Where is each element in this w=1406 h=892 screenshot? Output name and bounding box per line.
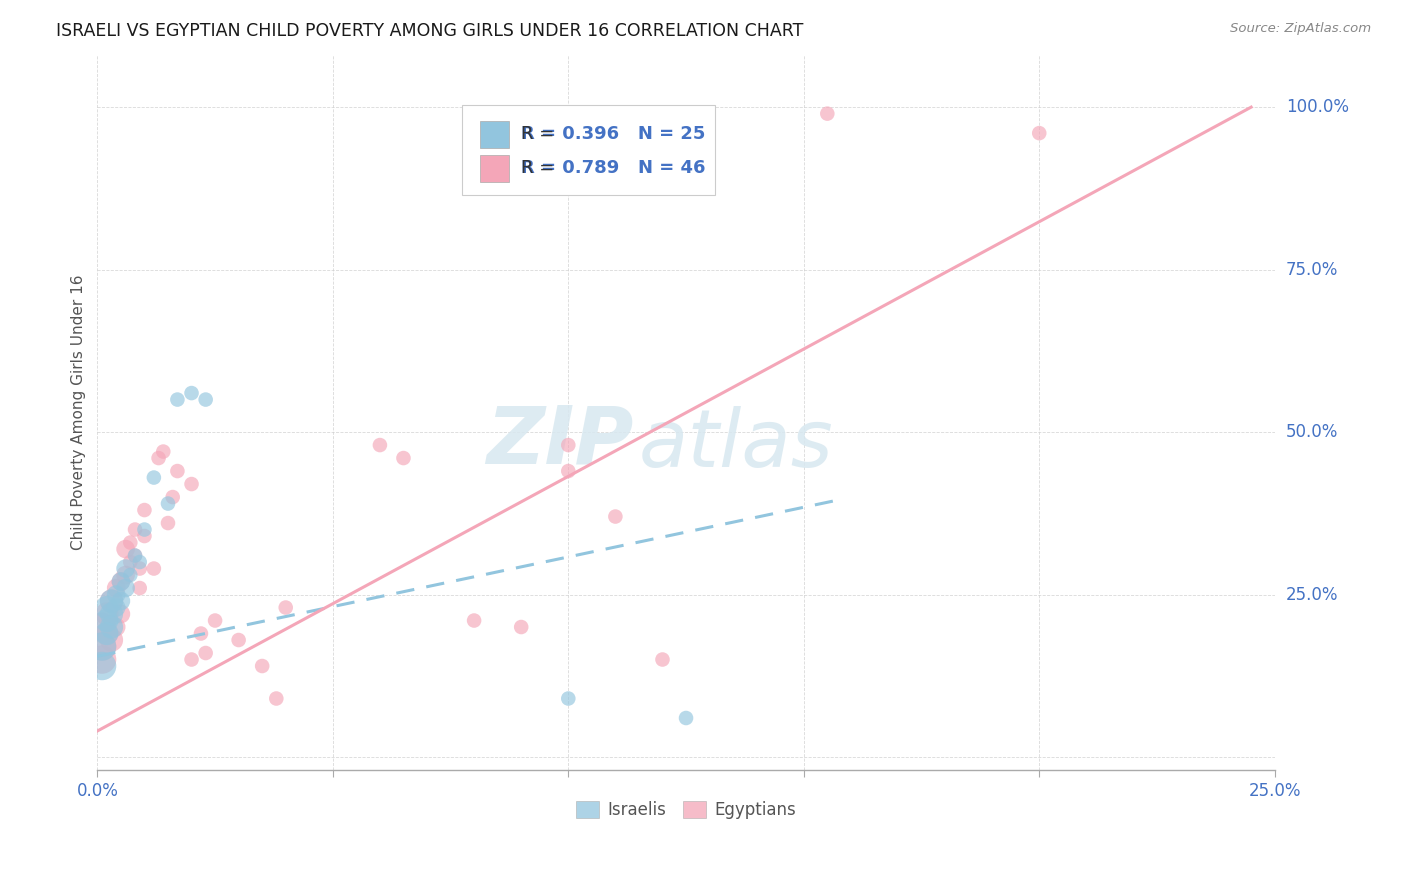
Text: R = 0.789   N = 46: R = 0.789 N = 46 xyxy=(522,159,706,178)
Point xyxy=(180,477,202,491)
Point xyxy=(96,626,118,640)
Text: 100.0%: 100.0% xyxy=(1286,98,1348,116)
Point xyxy=(105,588,128,602)
Point xyxy=(152,444,174,458)
Point xyxy=(142,470,165,484)
Text: 25.0%: 25.0% xyxy=(1286,585,1339,604)
Point xyxy=(274,600,297,615)
Point xyxy=(110,607,132,621)
Text: R = 0.396   N = 25: R = 0.396 N = 25 xyxy=(522,126,706,144)
Point xyxy=(105,600,128,615)
Point xyxy=(675,711,697,725)
Point xyxy=(392,451,415,466)
Point xyxy=(96,614,118,628)
Text: ISRAELI VS EGYPTIAN CHILD POVERTY AMONG GIRLS UNDER 16 CORRELATION CHART: ISRAELI VS EGYPTIAN CHILD POVERTY AMONG … xyxy=(56,22,804,40)
Point xyxy=(156,516,179,530)
Bar xyxy=(479,121,509,148)
Point xyxy=(134,529,156,543)
Point xyxy=(110,574,132,589)
Point xyxy=(96,607,118,621)
Text: 75.0%: 75.0% xyxy=(1286,260,1339,278)
Point xyxy=(114,568,136,582)
Point xyxy=(100,594,122,608)
Point xyxy=(134,503,156,517)
Y-axis label: Child Poverty Among Girls Under 16: Child Poverty Among Girls Under 16 xyxy=(72,275,86,550)
Point xyxy=(91,659,114,673)
Point xyxy=(368,438,391,452)
Point xyxy=(228,633,250,648)
Point xyxy=(162,490,184,504)
Point xyxy=(114,542,136,557)
Text: atlas: atlas xyxy=(638,406,834,483)
Text: 50.0%: 50.0% xyxy=(1286,423,1339,441)
Point xyxy=(510,620,533,634)
Point xyxy=(194,646,217,660)
Point xyxy=(91,640,114,654)
Point xyxy=(166,464,188,478)
Point xyxy=(557,691,579,706)
Point xyxy=(166,392,188,407)
Point xyxy=(91,652,114,666)
Point xyxy=(120,535,142,549)
Point xyxy=(120,568,142,582)
Point xyxy=(100,607,122,621)
Text: ZIP: ZIP xyxy=(485,402,633,480)
Point xyxy=(463,614,485,628)
FancyBboxPatch shape xyxy=(463,105,716,194)
Point xyxy=(110,574,132,589)
Point xyxy=(124,549,146,563)
Point xyxy=(180,652,202,666)
Point xyxy=(1028,126,1050,140)
Point xyxy=(651,652,673,666)
Point xyxy=(114,581,136,595)
Point xyxy=(96,626,118,640)
Point xyxy=(96,600,118,615)
Point xyxy=(194,392,217,407)
Point xyxy=(91,640,114,654)
Point xyxy=(204,614,226,628)
Legend: Israelis, Egyptians: Israelis, Egyptians xyxy=(569,795,803,826)
Point xyxy=(105,581,128,595)
Point xyxy=(266,691,288,706)
Point xyxy=(100,633,122,648)
Point xyxy=(124,549,146,563)
Point xyxy=(120,555,142,569)
Point xyxy=(100,594,122,608)
Point xyxy=(114,561,136,575)
Point xyxy=(148,451,170,466)
Point xyxy=(100,620,122,634)
Point xyxy=(128,555,150,569)
Point xyxy=(557,438,579,452)
Point xyxy=(142,561,165,575)
Point xyxy=(134,523,156,537)
Point xyxy=(124,523,146,537)
Point xyxy=(128,581,150,595)
Point xyxy=(815,106,838,120)
Point xyxy=(105,620,128,634)
Point xyxy=(557,464,579,478)
Point xyxy=(180,386,202,401)
Point xyxy=(128,561,150,575)
Point xyxy=(605,509,627,524)
Point xyxy=(110,594,132,608)
Point xyxy=(190,626,212,640)
Text: R =: R = xyxy=(522,126,560,144)
Text: R =: R = xyxy=(522,159,560,178)
Point xyxy=(91,620,114,634)
Bar xyxy=(479,154,509,182)
Point xyxy=(156,497,179,511)
Text: Source: ZipAtlas.com: Source: ZipAtlas.com xyxy=(1230,22,1371,36)
Point xyxy=(250,659,273,673)
